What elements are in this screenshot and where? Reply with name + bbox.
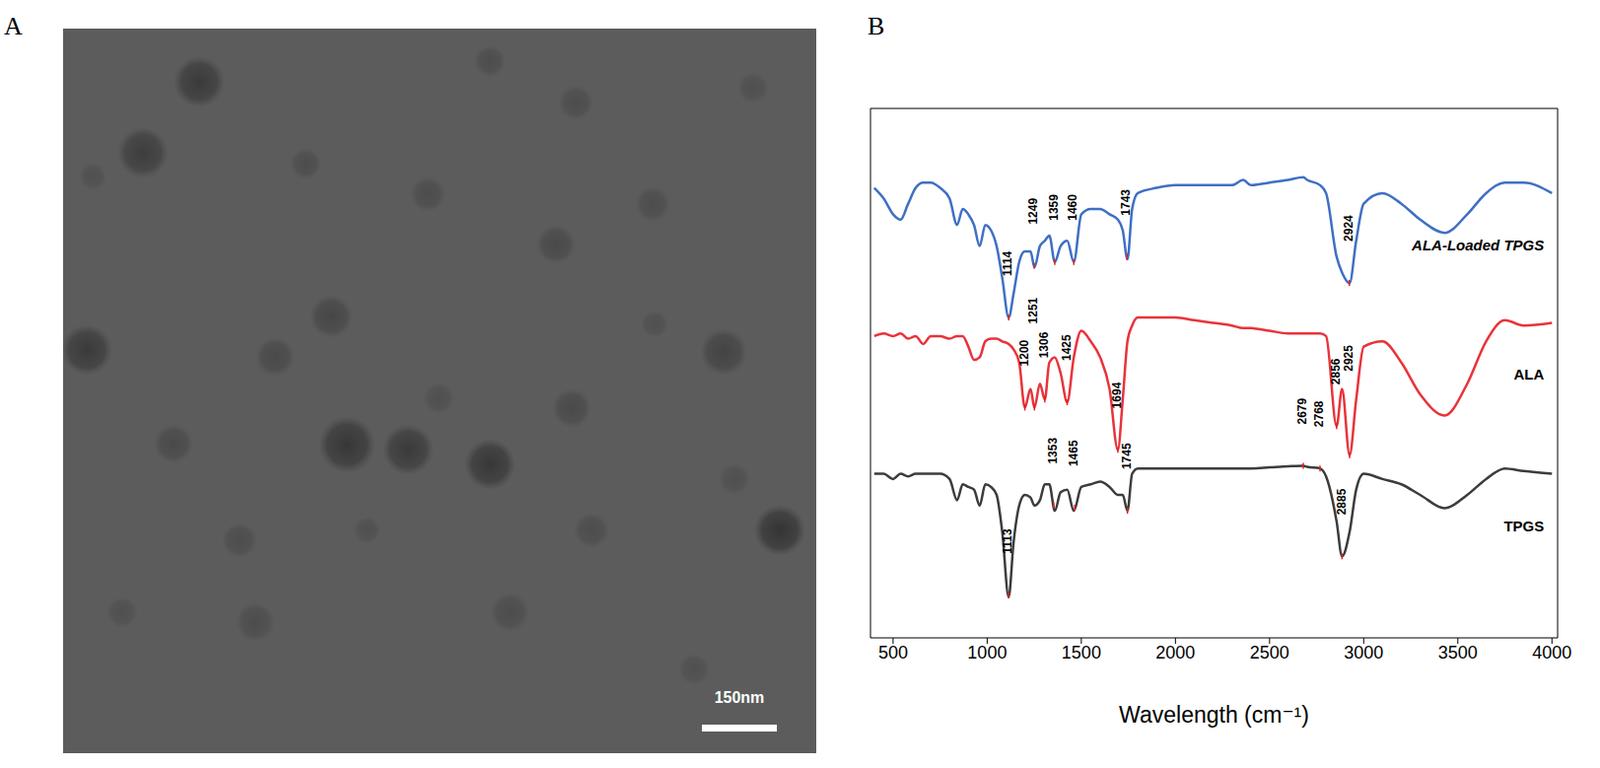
svg-text:1745: 1745 <box>1119 442 1134 470</box>
svg-text:1425: 1425 <box>1059 334 1074 361</box>
svg-text:4000: 4000 <box>1531 642 1572 663</box>
svg-text:1743: 1743 <box>1118 189 1133 216</box>
svg-text:2768: 2768 <box>1312 400 1326 427</box>
svg-text:1500: 1500 <box>1061 642 1102 663</box>
svg-text:1000: 1000 <box>967 642 1007 663</box>
svg-text:1694: 1694 <box>1110 381 1124 409</box>
svg-text:2885: 2885 <box>1334 487 1349 515</box>
svg-text:3500: 3500 <box>1438 642 1478 663</box>
svg-text:1359: 1359 <box>1046 194 1061 221</box>
svg-text:ALA: ALA <box>1513 365 1544 383</box>
svg-text:1460: 1460 <box>1065 194 1080 221</box>
svg-text:3000: 3000 <box>1343 642 1384 663</box>
svg-text:500: 500 <box>878 642 908 663</box>
html-text:A: A <box>3 11 23 41</box>
svg-text:1465: 1465 <box>1066 439 1081 467</box>
svg-text:TPGS: TPGS <box>1503 517 1544 535</box>
svg-text:Wavelength (cm⁻¹): Wavelength (cm⁻¹) <box>1118 701 1310 728</box>
svg-text:1306: 1306 <box>1037 331 1051 358</box>
svg-text:1353: 1353 <box>1045 437 1060 465</box>
svg-text:2924: 2924 <box>1341 214 1356 242</box>
svg-text:1200: 1200 <box>1017 339 1032 366</box>
svg-text:150nm: 150nm <box>714 689 766 706</box>
svg-text:1113: 1113 <box>1000 528 1015 555</box>
svg-text:2000: 2000 <box>1155 642 1195 663</box>
svg-text:2500: 2500 <box>1250 642 1290 663</box>
svg-text:2856: 2856 <box>1328 357 1343 385</box>
svg-text:ALA-Loaded TPGS: ALA-Loaded TPGS <box>1410 236 1544 254</box>
svg-text:1249: 1249 <box>1026 198 1041 225</box>
svg-text:2925: 2925 <box>1341 345 1356 372</box>
svg-text:2679: 2679 <box>1295 397 1310 424</box>
html-text:B: B <box>867 11 885 41</box>
svg-text:1251: 1251 <box>1026 296 1041 324</box>
svg-text:1114: 1114 <box>1000 250 1015 277</box>
